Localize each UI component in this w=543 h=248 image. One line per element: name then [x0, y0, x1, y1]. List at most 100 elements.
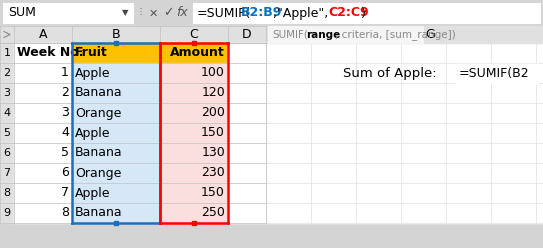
Bar [14, 183, 72, 203]
Text: range: range [306, 30, 340, 39]
Text: 4: 4 [61, 126, 69, 139]
Text: 120: 120 [201, 87, 225, 99]
Text: =SUMIF(B2: =SUMIF(B2 [459, 67, 529, 80]
Bar [14, 63, 72, 83]
Text: =SUMIF(: =SUMIF( [197, 6, 251, 20]
Text: 250: 250 [201, 207, 225, 219]
Bar [3, 3, 133, 23]
Bar [160, 143, 228, 163]
Bar [228, 203, 266, 223]
Bar [14, 83, 72, 103]
Text: , criteria, [sum_range]): , criteria, [sum_range]) [335, 29, 456, 40]
Bar [456, 64, 538, 83]
Text: A: A [39, 28, 47, 41]
Bar [228, 163, 266, 183]
Text: Apple: Apple [75, 186, 110, 199]
Text: ): ) [361, 6, 366, 20]
Text: G: G [425, 28, 435, 41]
Text: 2: 2 [3, 68, 10, 78]
Text: B2:B9: B2:B9 [241, 6, 282, 20]
Text: 7: 7 [61, 186, 69, 199]
Text: Banana: Banana [75, 87, 123, 99]
Bar [14, 103, 72, 123]
Bar [0, 43, 14, 63]
Bar [228, 123, 266, 143]
Text: Orange: Orange [75, 106, 122, 120]
Text: 8: 8 [3, 188, 10, 198]
Bar [228, 83, 266, 103]
Text: 9: 9 [3, 208, 10, 218]
Text: 8: 8 [61, 207, 69, 219]
Bar [193, 3, 540, 23]
Text: C2:C9: C2:C9 [329, 6, 369, 20]
Bar [228, 43, 266, 63]
Bar [266, 26, 543, 223]
Bar [160, 163, 228, 183]
Text: 3: 3 [3, 88, 10, 98]
Text: D: D [242, 28, 252, 41]
Bar [14, 123, 72, 143]
Text: C: C [190, 28, 198, 41]
Text: B: B [112, 28, 121, 41]
Text: 5: 5 [3, 128, 10, 138]
Text: 130: 130 [201, 147, 225, 159]
Bar [160, 103, 228, 123]
Bar [14, 43, 72, 63]
Text: fx: fx [176, 6, 188, 20]
Text: ✕: ✕ [148, 9, 157, 19]
Bar [72, 203, 160, 223]
Bar [72, 143, 160, 163]
Bar [14, 203, 72, 223]
Text: ⁝: ⁝ [139, 6, 143, 20]
Text: 5: 5 [61, 147, 69, 159]
Text: Fruit: Fruit [75, 47, 108, 60]
Text: 6: 6 [61, 166, 69, 180]
Text: ▼: ▼ [122, 8, 129, 18]
Bar [160, 63, 228, 83]
Text: 100: 100 [201, 66, 225, 80]
Text: Week No.: Week No. [17, 47, 84, 60]
Text: 150: 150 [201, 186, 225, 199]
Text: SUM: SUM [8, 6, 36, 20]
Bar [72, 163, 160, 183]
Bar [114, 221, 118, 225]
Bar [0, 26, 543, 43]
Bar [114, 41, 118, 45]
Bar [14, 163, 72, 183]
Text: Sum of Apple:: Sum of Apple: [343, 66, 437, 80]
Text: 2: 2 [61, 87, 69, 99]
Bar [72, 83, 160, 103]
Text: 200: 200 [201, 106, 225, 120]
Bar [160, 203, 228, 223]
Bar [0, 103, 14, 123]
Bar [228, 143, 266, 163]
Text: 1: 1 [61, 66, 69, 80]
Text: Banana: Banana [75, 147, 123, 159]
Bar [228, 183, 266, 203]
Text: Amount: Amount [171, 47, 225, 60]
Text: 230: 230 [201, 166, 225, 180]
Bar [0, 143, 14, 163]
Bar [72, 103, 160, 123]
Bar [192, 41, 196, 45]
Text: ,"Apple",: ,"Apple", [273, 6, 328, 20]
Bar [0, 163, 14, 183]
Bar [0, 123, 14, 143]
Bar [72, 183, 160, 203]
Text: SUMIF(: SUMIF( [272, 30, 308, 39]
Bar [160, 183, 228, 203]
Bar [0, 26, 14, 43]
Bar [268, 26, 423, 43]
Text: Orange: Orange [75, 166, 122, 180]
Text: 3: 3 [61, 106, 69, 120]
Bar [14, 143, 72, 163]
Text: 150: 150 [201, 126, 225, 139]
Text: Apple: Apple [75, 66, 110, 80]
Text: Banana: Banana [75, 207, 123, 219]
Bar [72, 123, 160, 143]
Bar [72, 43, 160, 63]
Bar [160, 43, 228, 63]
Text: 7: 7 [3, 168, 10, 178]
Text: 4: 4 [3, 108, 10, 118]
Bar [72, 63, 160, 83]
